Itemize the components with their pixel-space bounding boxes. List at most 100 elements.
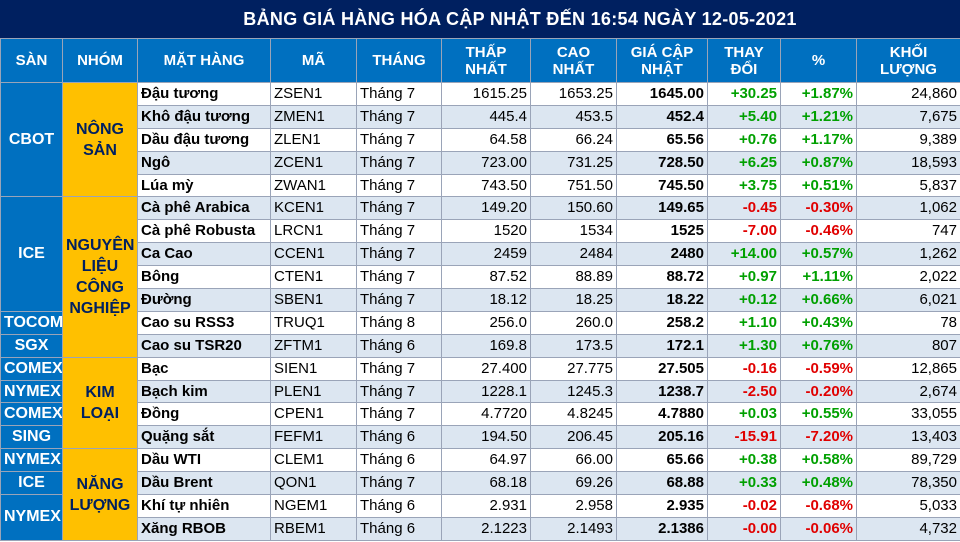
commodity-name: Xăng RBOB: [137, 516, 271, 541]
contract-month: Tháng 7: [356, 471, 442, 496]
last-price: 2.1386: [616, 516, 708, 541]
last-price: 68.88: [616, 471, 708, 496]
commodity-code: KCEN1: [270, 196, 357, 221]
group-cell: NÔNG SẢN: [62, 81, 138, 198]
last-price: 745.50: [616, 173, 708, 198]
low-price: 68.18: [441, 471, 531, 496]
table-row: Dầu đậu tương ZLEN1 Tháng 7 64.58 66.24 65.56…: [1, 127, 960, 152]
volume: 1,262: [856, 242, 960, 267]
percent-change: -7.20%: [780, 425, 857, 450]
volume: 2,674: [856, 379, 960, 404]
commodity-name: Dầu WTI: [137, 448, 271, 473]
price-change: +1.30: [707, 333, 781, 358]
last-price: 1645.00: [616, 82, 708, 106]
table-row: Đường SBEN1 Tháng 7 18.12 18.25 18.22 +0.12 +0.…: [1, 288, 960, 312]
last-price: 65.66: [616, 448, 708, 473]
commodity-name: Ngô: [137, 150, 271, 175]
price-change: +0.97: [707, 265, 781, 290]
price-change: -15.91: [707, 425, 781, 450]
low-price: 743.50: [441, 173, 531, 198]
price-change: +0.76: [707, 127, 781, 152]
contract-month: Tháng 7: [356, 196, 442, 221]
low-price: 2459: [441, 242, 531, 267]
price-change: -0.16: [707, 356, 781, 381]
contract-month: Tháng 6: [356, 425, 442, 450]
commodity-name: Khô đậu tương: [137, 104, 271, 129]
table-row: Cà phê Robusta LRCN1 Tháng 7 1520 1534 1525 -7…: [1, 219, 960, 244]
commodity-name: Dầu đậu tương: [137, 127, 271, 152]
commodity-code: PLEN1: [270, 379, 357, 404]
exchange-cell: COMEX: [0, 402, 63, 427]
exchange-cell: COMEX: [0, 356, 63, 381]
commodity-code: ZMEN1: [270, 104, 357, 129]
volume: 18,593: [856, 150, 960, 175]
volume: 1,062: [856, 196, 960, 221]
group-cell: KIM LOẠI: [62, 356, 138, 450]
low-price: 27.400: [441, 356, 531, 381]
price-change: +0.38: [707, 448, 781, 473]
high-price: 1245.3: [530, 379, 617, 404]
header-mat-hang: MẶT HÀNG: [137, 38, 271, 83]
low-price: 723.00: [441, 150, 531, 175]
commodity-name: Lúa mỳ: [137, 173, 271, 198]
percent-change: +0.57%: [780, 242, 857, 267]
high-price: 453.5: [530, 104, 617, 129]
high-price: 69.26: [530, 471, 617, 496]
last-price: 728.50: [616, 150, 708, 175]
contract-month: Tháng 7: [356, 356, 442, 381]
percent-change: +1.17%: [780, 127, 857, 152]
contract-month: Tháng 7: [356, 104, 442, 129]
commodity-code: QON1: [270, 471, 357, 496]
exchange-cell: SING: [0, 425, 63, 450]
commodity-code: ZWAN1: [270, 173, 357, 198]
header-thang: THÁNG: [356, 38, 442, 83]
price-change: +0.12: [707, 288, 781, 312]
percent-change: -0.30%: [780, 196, 857, 221]
volume: 12,865: [856, 356, 960, 381]
table-row: Ngô ZCEN1 Tháng 7 723.00 731.25 728.50 +6.25 +0…: [1, 150, 960, 175]
price-change: +5.40: [707, 104, 781, 129]
low-price: 256.0: [441, 310, 531, 335]
volume: 78: [856, 310, 960, 335]
high-price: 88.89: [530, 265, 617, 290]
high-price: 173.5: [530, 333, 617, 358]
header-thap-nhat: THẤP NHẤT: [441, 38, 531, 83]
percent-change: +0.76%: [780, 333, 857, 358]
high-price: 1653.25: [530, 82, 617, 106]
last-price: 2480: [616, 242, 708, 267]
table-row: ICE NGUYÊN LIỆU CÔNG NGHIỆP Cà phê Arabica…: [0, 196, 960, 358]
low-price: 1615.25: [441, 82, 531, 106]
high-price: 66.24: [530, 127, 617, 152]
low-price: 1228.1: [441, 379, 531, 404]
high-price: 2.1493: [530, 516, 617, 541]
last-price: 205.16: [616, 425, 708, 450]
price-change: +6.25: [707, 150, 781, 175]
commodity-code: NGEM1: [270, 494, 357, 518]
commodity-code: ZLEN1: [270, 127, 357, 152]
percent-change: -0.20%: [780, 379, 857, 404]
high-price: 260.0: [530, 310, 617, 335]
contract-month: Tháng 7: [356, 265, 442, 290]
volume: 747: [856, 219, 960, 244]
low-price: 4.7720: [441, 402, 531, 427]
exchange-cell: SGX: [0, 333, 63, 358]
table-row: TOCOM Cao su RSS3 TRUQ1 Tháng 8 256.0 260.0 25…: [0, 310, 960, 335]
last-price: 65.56: [616, 127, 708, 152]
header-cao-nhat: CAO NHẤT: [530, 38, 617, 83]
price-change: +3.75: [707, 173, 781, 198]
percent-change: +1.87%: [780, 82, 857, 106]
table-row: SING Quặng sắt FEFM1 Tháng 6 194.50 206.45 205…: [0, 425, 960, 450]
commodity-price-table: SÀN NHÓM MẶT HÀNG MÃ THÁNG THẤP NHẤT CAO…: [0, 38, 960, 541]
percent-change: +0.55%: [780, 402, 857, 427]
last-price: 4.7880: [616, 402, 708, 427]
commodity-name: Cao su RSS3: [137, 310, 271, 335]
contract-month: Tháng 8: [356, 310, 442, 335]
percent-change: -0.68%: [780, 494, 857, 518]
contract-month: Tháng 7: [356, 379, 442, 404]
price-change: +14.00: [707, 242, 781, 267]
commodity-code: ZCEN1: [270, 150, 357, 175]
volume: 807: [856, 333, 960, 358]
low-price: 64.97: [441, 448, 531, 473]
commodity-name: Đồng: [137, 402, 271, 427]
header-gia: GIÁ CẬP NHẬT: [616, 38, 708, 83]
